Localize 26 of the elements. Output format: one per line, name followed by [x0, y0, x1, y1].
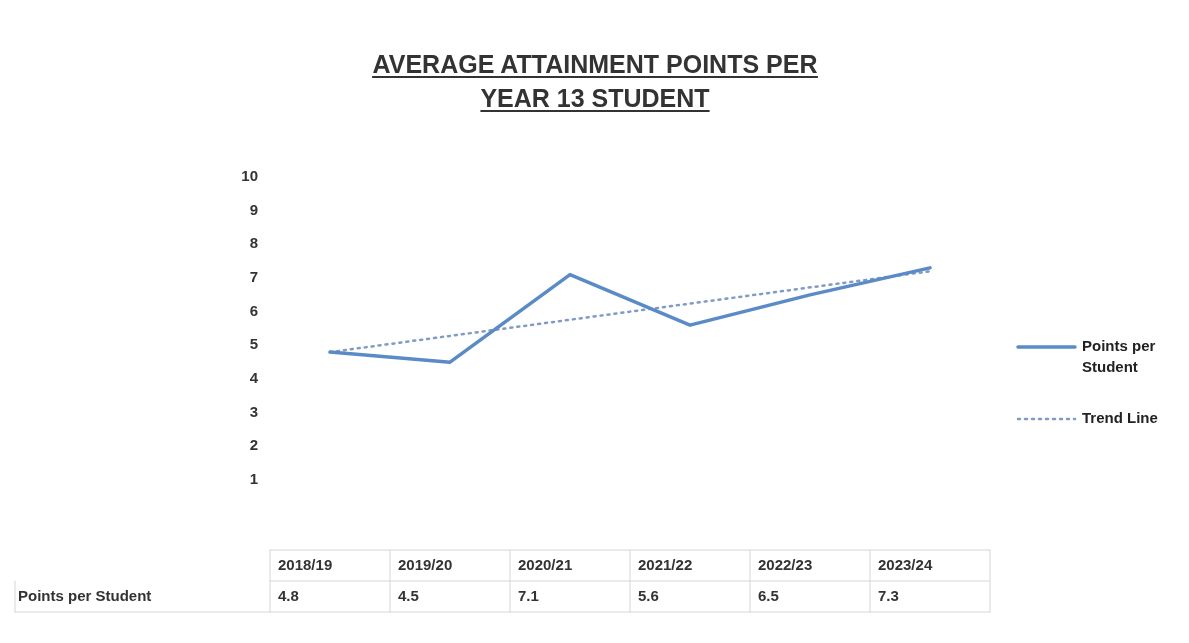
- y-tick-label: 4: [249, 369, 259, 387]
- x-tick-label: 2020/21: [518, 555, 573, 573]
- data-label: 7.1: [518, 586, 539, 604]
- legend-label: Points per Student: [1082, 337, 1156, 376]
- y-tick-label: 7: [249, 268, 258, 286]
- y-tick-label: 8: [249, 234, 258, 252]
- data-label: 4.8: [278, 586, 299, 604]
- y-tick-label: 5: [249, 335, 258, 353]
- data-label: 4.5: [398, 586, 419, 604]
- y-tick-label: 6: [249, 301, 258, 319]
- chart-title: AVERAGE ATTAINMENT POINTS PER YEAR 13 STUDENT: [372, 50, 818, 112]
- x-tick-label: 2021/22: [638, 555, 693, 573]
- text: Points per Student: [18, 586, 152, 604]
- y-tick-label: 9: [249, 200, 258, 218]
- y-tick-label: 3: [249, 402, 258, 420]
- x-tick-label: 2023/24: [878, 555, 933, 573]
- x-tick-label: 2018/19: [278, 555, 333, 573]
- y-tick-label: 1: [249, 470, 258, 488]
- legend-label: Trend Line: [1082, 409, 1158, 427]
- data-label: 6.5: [758, 586, 779, 604]
- y-tick-label: 10: [241, 167, 258, 185]
- y-tick-label: 2: [249, 436, 258, 454]
- x-tick-label: 2019/20: [398, 555, 453, 573]
- data-label: 7.3: [878, 586, 899, 604]
- x-tick-label: 2022/23: [758, 555, 813, 573]
- data-label: 5.6: [638, 586, 659, 604]
